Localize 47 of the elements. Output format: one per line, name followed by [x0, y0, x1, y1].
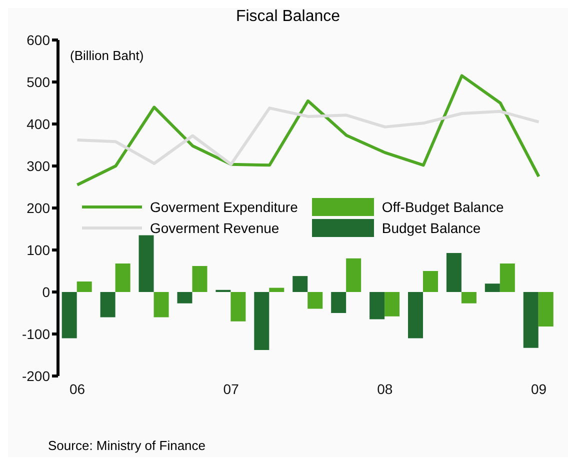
bar: [308, 292, 323, 309]
bar: [408, 292, 423, 338]
bar: [384, 292, 400, 316]
bar: [423, 271, 438, 292]
bar: [523, 292, 538, 348]
bar: [446, 252, 462, 292]
y-tick-label: 100: [26, 242, 50, 258]
bar: [461, 292, 476, 304]
x-tick-label: 07: [223, 380, 240, 397]
bar: [115, 263, 130, 292]
legend-label: Goverment Expenditure: [150, 198, 298, 214]
y-tick-label: 300: [26, 158, 50, 174]
bar: [538, 292, 554, 326]
bar: [484, 284, 500, 292]
bar: [154, 292, 169, 318]
legend-label: Goverment Revenue: [150, 220, 280, 236]
chart-title: Fiscal Balance: [234, 8, 342, 26]
bar: [331, 292, 346, 313]
bar: [254, 292, 270, 350]
bar: [62, 292, 77, 338]
bar: [346, 258, 362, 292]
y-tick-label: 500: [26, 74, 50, 90]
y-tick-label: 200: [26, 200, 50, 216]
bar: [192, 266, 208, 292]
bar: [370, 292, 385, 320]
line-series: [76, 74, 540, 186]
source-note: Source: Ministry of Finance: [48, 438, 206, 453]
bar: [138, 235, 154, 292]
x-tick-label: 08: [377, 380, 393, 397]
line-series: [76, 106, 540, 166]
x-tick-label: 09: [530, 380, 547, 397]
bar: [269, 288, 284, 292]
y-tick-label: -200: [22, 368, 50, 384]
bar: [292, 276, 308, 292]
y-axis-title: (Billion Baht): [70, 48, 144, 63]
y-tick-label: 400: [26, 116, 50, 132]
legend-label: Budget Balance: [382, 220, 481, 236]
bar: [76, 282, 92, 292]
bar: [230, 292, 246, 322]
legend-label: Off-Budget Balance: [382, 198, 504, 214]
x-tick-label: 06: [69, 380, 86, 397]
bar: [100, 292, 116, 318]
y-tick-label: -100: [22, 326, 50, 342]
y-tick-label: 0: [42, 284, 50, 300]
bar: [177, 292, 192, 304]
bar: [500, 263, 515, 292]
y-tick-label: 600: [26, 32, 50, 48]
